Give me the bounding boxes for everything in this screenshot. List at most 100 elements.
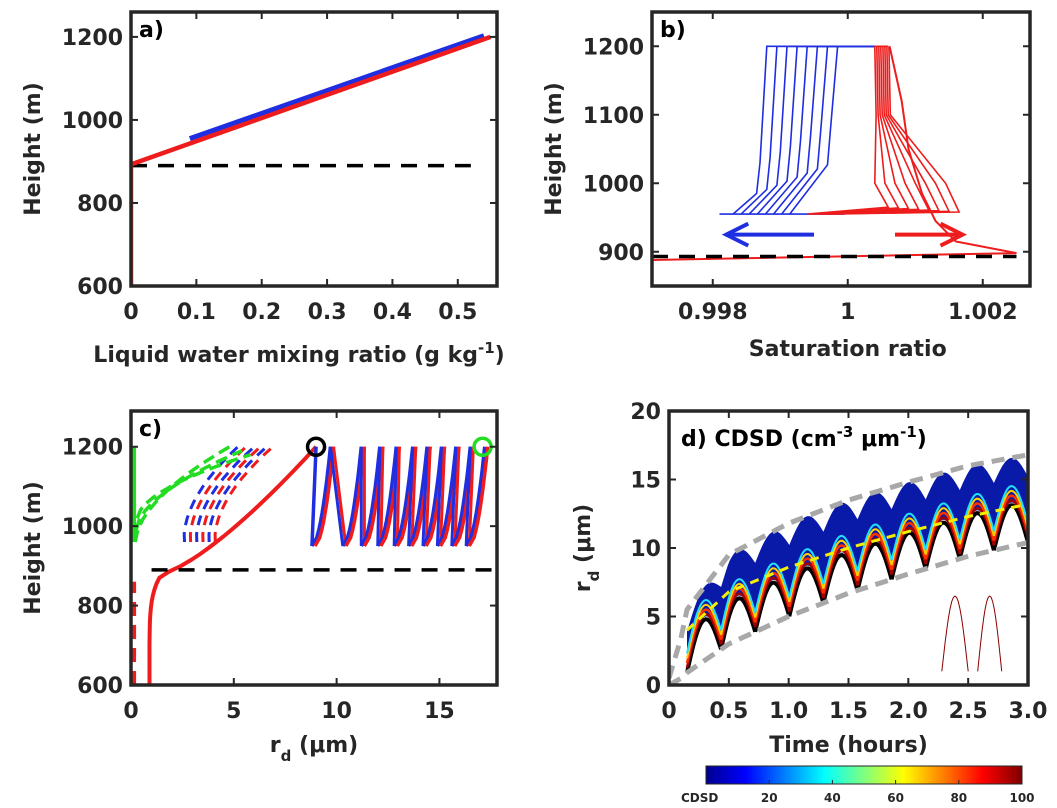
cdsd-arch	[856, 523, 893, 572]
panel-c-frame	[129, 409, 499, 687]
colorbar-tick-label: 100	[1009, 791, 1034, 805]
panel-d: 0 5 10 15 20 0 0.5 1.0 1.5 2.0 2.5 3.0 d) CDSD (cm-3…	[571, 400, 1047, 758]
cdsd-arch	[685, 608, 723, 664]
x-tick-label: 0.1	[177, 300, 216, 325]
plot-area	[669, 452, 1028, 685]
y-tick-label: 1000	[583, 172, 644, 197]
plot-area	[652, 45, 1017, 261]
red-sawtooth	[332, 446, 348, 547]
x-tick-label: 2.0	[889, 699, 928, 724]
y-tick-label: 900	[598, 241, 644, 266]
x-axis-label: rd (μm)	[270, 733, 359, 765]
panel-a-frame	[129, 10, 499, 288]
marker-circle	[305, 436, 327, 457]
mean-line	[685, 502, 1028, 632]
series-line	[188, 33, 485, 141]
y-tick-label: 1200	[62, 436, 123, 461]
y-tick-label: 10	[630, 537, 661, 562]
arrow-head	[939, 221, 967, 248]
blue-curve	[748, 45, 875, 215]
y-tick-label: 1000	[62, 109, 123, 134]
cdsd-arch	[686, 598, 723, 654]
blue-sawtooth	[392, 446, 398, 547]
x-tick-label: 0.5	[709, 699, 748, 724]
colorbar-tick-label: 80	[950, 791, 967, 805]
red-sawtooth	[467, 446, 475, 547]
red-sawtooth	[438, 446, 447, 547]
green-curve	[134, 449, 243, 531]
cdsd-arch	[924, 516, 962, 565]
series-line	[131, 34, 492, 286]
x-tick-label: 5	[226, 699, 241, 724]
x-tick-label: 0.4	[373, 300, 412, 325]
y-tick-label: 600	[77, 674, 123, 699]
cdsd-arch	[977, 595, 1003, 672]
cdsd-arch	[923, 520, 962, 570]
panel-label: a)	[139, 18, 164, 43]
green-curve	[133, 445, 231, 543]
x-tick-label: 1.002	[948, 300, 1018, 325]
blue-sawtooth	[328, 446, 345, 547]
y-axis-label: Height (m)	[21, 481, 46, 615]
y-tick-label: 800	[77, 192, 123, 217]
panel-label: b)	[660, 18, 686, 43]
cdsd-arch	[788, 548, 825, 598]
red-curve	[652, 46, 1017, 261]
cdsd-arch	[754, 567, 791, 618]
blue-sawtooth	[464, 446, 472, 547]
x-tick-label: 0.3	[308, 300, 347, 325]
red-sawtooth	[379, 446, 385, 547]
red-curve	[830, 46, 961, 215]
blue-sawtooth	[450, 446, 458, 547]
cdsd-arch	[992, 499, 1028, 546]
colorbar-tick-label: 40	[824, 791, 841, 805]
cdsd-arch	[856, 532, 893, 581]
blue-sawtooth	[376, 446, 382, 547]
y-tick-label: 15	[630, 469, 661, 494]
x-tick-label: 1.5	[829, 699, 868, 724]
x-tick-label: 0.5	[438, 300, 477, 325]
x-tick-label: 0	[123, 300, 138, 325]
x-tick-label: 2.5	[949, 699, 988, 724]
y-tick-label: 1200	[583, 35, 644, 60]
cdsd-arch	[720, 578, 757, 631]
cdsd-arch	[992, 489, 1028, 537]
cdsd-arch	[686, 603, 723, 659]
dashed-curve	[182, 445, 239, 543]
x-tick-label: 15	[424, 699, 455, 724]
y-tick-label: 600	[77, 275, 123, 300]
cdsd-arch	[856, 537, 893, 586]
cdsd-arch	[957, 511, 996, 560]
blue-sawtooth	[341, 446, 364, 547]
cdsd-arch	[856, 528, 893, 577]
green-curve	[135, 453, 251, 519]
cdsd-arch	[822, 544, 859, 594]
blue-curve	[772, 45, 875, 215]
x-tick-label: 1.0	[769, 699, 808, 724]
blue-curve	[732, 45, 875, 215]
cdsd-arch	[855, 541, 894, 591]
colorbar-label: CDSD	[681, 791, 718, 805]
cdsd-arch	[992, 494, 1028, 542]
colorbar-gradient	[705, 765, 1023, 785]
red-curve	[810, 46, 900, 215]
y-tick-label: 20	[630, 400, 661, 425]
red-sawtooth	[424, 446, 432, 547]
panel-label: c)	[139, 417, 162, 442]
panel-a: 600 800 1000 1200 0 0.1 0.2 0.3 0.4 0.5 a) Liquid w…	[21, 10, 505, 368]
blue-sawtooth	[310, 446, 333, 547]
colorbar: CDSD 20 40 60 80 100	[681, 765, 1035, 805]
colorbar-tick-label: 20	[761, 791, 778, 805]
y-tick-label: 1200	[62, 26, 123, 51]
arrow-head	[721, 221, 750, 248]
x-tick-label: 0	[123, 699, 138, 724]
blue-sawtooth	[310, 446, 318, 547]
dashed-curve	[213, 445, 274, 543]
cdsd-arch	[890, 521, 927, 571]
dashed-curve	[207, 445, 268, 543]
y-axis-label: rd (μm)	[571, 504, 603, 593]
blue-sawtooth	[435, 446, 443, 547]
cdsd-arch	[958, 497, 995, 545]
y-tick-label: 800	[77, 595, 123, 620]
y-tick-label: 0	[646, 674, 661, 699]
